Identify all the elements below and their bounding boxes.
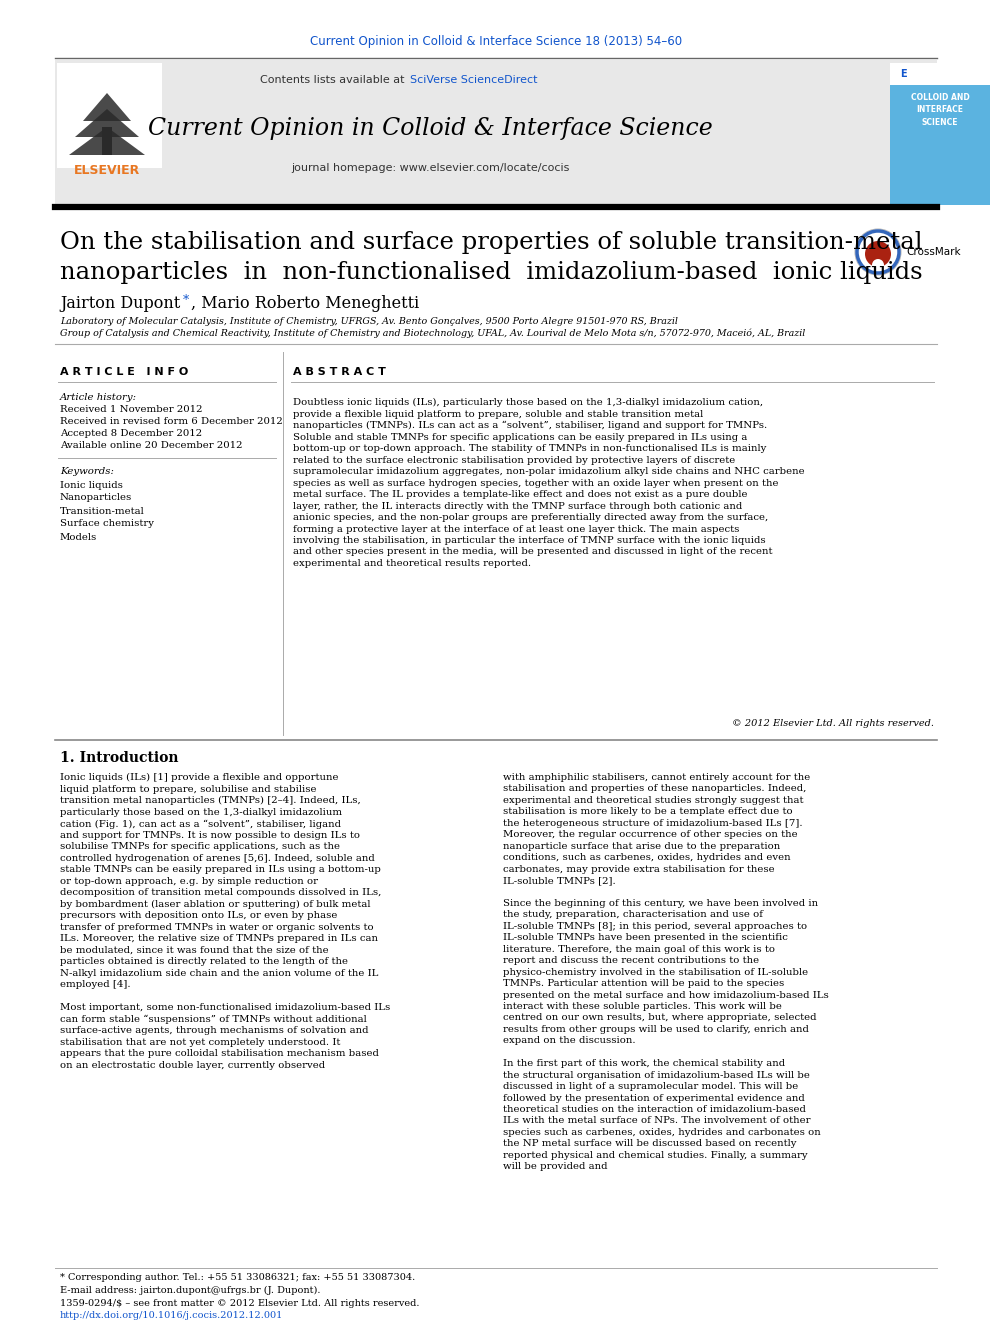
Text: Surface chemistry: Surface chemistry <box>60 520 154 528</box>
Text: ELSEVIER: ELSEVIER <box>73 164 140 176</box>
Text: Available online 20 December 2012: Available online 20 December 2012 <box>60 442 242 451</box>
Circle shape <box>855 229 901 275</box>
Text: Current Opinion in Colloid & Interface Science 18 (2013) 54–60: Current Opinion in Colloid & Interface S… <box>310 36 682 49</box>
Polygon shape <box>75 108 139 138</box>
Text: Received in revised form 6 December 2012: Received in revised form 6 December 2012 <box>60 418 283 426</box>
Text: * Corresponding author. Tel.: +55 51 33086321; fax: +55 51 33087304.: * Corresponding author. Tel.: +55 51 330… <box>60 1274 416 1282</box>
Text: A B S T R A C T: A B S T R A C T <box>293 366 386 377</box>
Text: , Mario Roberto Meneghetti: , Mario Roberto Meneghetti <box>191 295 420 311</box>
Text: http://dx.doi.org/10.1016/j.cocis.2012.12.001: http://dx.doi.org/10.1016/j.cocis.2012.1… <box>60 1311 284 1319</box>
Polygon shape <box>83 93 131 120</box>
Text: CrossMark: CrossMark <box>906 247 960 257</box>
Circle shape <box>865 241 891 267</box>
Text: A R T I C L E   I N F O: A R T I C L E I N F O <box>60 366 188 377</box>
Text: Ionic liquids: Ionic liquids <box>60 480 123 490</box>
Text: E-mail address: jairton.dupont@ufrgs.br (J. Dupont).: E-mail address: jairton.dupont@ufrgs.br … <box>60 1286 320 1295</box>
Bar <box>102 127 112 155</box>
Text: nanoparticles  in  non-functionalised  imidazolium-based  ionic liquids: nanoparticles in non-functionalised imid… <box>60 261 923 283</box>
Text: Accepted 8 December 2012: Accepted 8 December 2012 <box>60 430 202 438</box>
Bar <box>890 64 990 85</box>
Text: Models: Models <box>60 532 97 541</box>
Bar <box>57 64 162 168</box>
Circle shape <box>872 259 884 271</box>
Text: Nanoparticles: Nanoparticles <box>60 493 132 503</box>
Bar <box>890 64 990 205</box>
Text: Jairton Dupont: Jairton Dupont <box>60 295 186 311</box>
Text: Received 1 November 2012: Received 1 November 2012 <box>60 406 202 414</box>
Text: On the stabilisation and surface properties of soluble transition-metal: On the stabilisation and surface propert… <box>60 230 923 254</box>
Polygon shape <box>69 127 145 155</box>
Text: Contents lists available at: Contents lists available at <box>260 75 408 85</box>
Text: Article history:: Article history: <box>60 393 137 401</box>
Text: Group of Catalysis and Chemical Reactivity, Institute of Chemistry and Biotechno: Group of Catalysis and Chemical Reactivi… <box>60 328 806 337</box>
Text: E: E <box>900 69 907 79</box>
Bar <box>55 60 937 205</box>
Text: with amphiphilic stabilisers, cannot entirely account for the
stabilisation and : with amphiphilic stabilisers, cannot ent… <box>503 773 828 1171</box>
Text: SciVerse ScienceDirect: SciVerse ScienceDirect <box>410 75 538 85</box>
Text: Current Opinion in Colloid & Interface Science: Current Opinion in Colloid & Interface S… <box>148 116 712 139</box>
Text: Keywords:: Keywords: <box>60 467 114 476</box>
Text: Laboratory of Molecular Catalysis, Institute of Chemistry, UFRGS, Av. Bento Gonç: Laboratory of Molecular Catalysis, Insti… <box>60 316 678 325</box>
Text: COLLOID AND
INTERFACE
SCIENCE: COLLOID AND INTERFACE SCIENCE <box>911 93 969 127</box>
Text: 1359-0294/$ – see front matter © 2012 Elsevier Ltd. All rights reserved.: 1359-0294/$ – see front matter © 2012 El… <box>60 1299 420 1308</box>
Text: Doubtless ionic liquids (ILs), particularly those based on the 1,3-dialkyl imida: Doubtless ionic liquids (ILs), particula… <box>293 398 805 568</box>
Text: 1. Introduction: 1. Introduction <box>60 751 179 765</box>
Text: Transition-metal: Transition-metal <box>60 507 145 516</box>
Text: *: * <box>183 294 189 307</box>
Text: journal homepage: www.elsevier.com/locate/cocis: journal homepage: www.elsevier.com/locat… <box>291 163 569 173</box>
Text: © 2012 Elsevier Ltd. All rights reserved.: © 2012 Elsevier Ltd. All rights reserved… <box>732 718 934 728</box>
Text: Ionic liquids (ILs) [1] provide a flexible and opportune
liquid platform to prep: Ionic liquids (ILs) [1] provide a flexib… <box>60 773 390 1069</box>
